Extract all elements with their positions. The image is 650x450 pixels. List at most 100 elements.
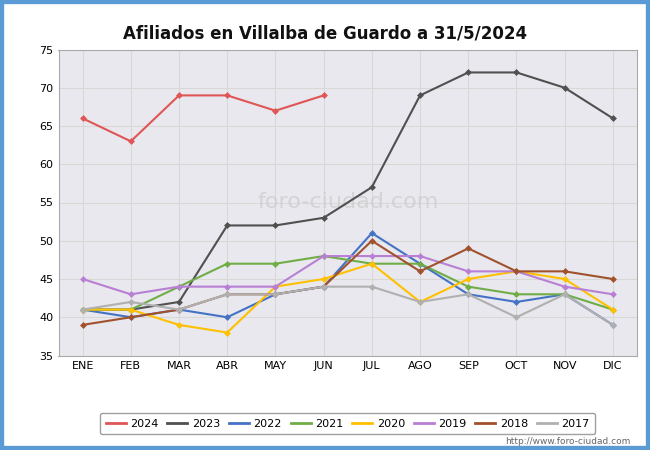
2021 bbox=[320, 253, 328, 259]
Line: 2024: 2024 bbox=[80, 93, 326, 144]
2021 bbox=[513, 292, 521, 297]
2023 bbox=[368, 184, 376, 190]
2019 bbox=[368, 253, 376, 259]
2017 bbox=[272, 292, 280, 297]
2018 bbox=[464, 246, 472, 251]
Text: Afiliados en Villalba de Guardo a 31/5/2024: Afiliados en Villalba de Guardo a 31/5/2… bbox=[123, 25, 527, 43]
2020 bbox=[224, 330, 231, 335]
2018 bbox=[320, 284, 328, 289]
2020 bbox=[79, 307, 86, 312]
2024 bbox=[224, 93, 231, 98]
2021 bbox=[416, 261, 424, 266]
2020 bbox=[513, 269, 521, 274]
2017 bbox=[561, 292, 569, 297]
2019 bbox=[561, 284, 569, 289]
2017 bbox=[368, 284, 376, 289]
2018 bbox=[272, 292, 280, 297]
2021 bbox=[609, 307, 617, 312]
2018 bbox=[127, 315, 135, 320]
2019 bbox=[127, 292, 135, 297]
2022 bbox=[175, 307, 183, 312]
2019 bbox=[416, 253, 424, 259]
2018 bbox=[561, 269, 569, 274]
2021 bbox=[272, 261, 280, 266]
2022 bbox=[320, 284, 328, 289]
2022 bbox=[127, 315, 135, 320]
2019 bbox=[79, 276, 86, 282]
Line: 2023: 2023 bbox=[80, 70, 616, 312]
2018 bbox=[175, 307, 183, 312]
Line: 2017: 2017 bbox=[80, 284, 616, 327]
2017 bbox=[175, 307, 183, 312]
2019 bbox=[272, 284, 280, 289]
2022 bbox=[416, 261, 424, 266]
2024 bbox=[320, 93, 328, 98]
2017 bbox=[224, 292, 231, 297]
2021 bbox=[127, 307, 135, 312]
Line: 2018: 2018 bbox=[80, 238, 616, 327]
2023 bbox=[513, 70, 521, 75]
2018 bbox=[368, 238, 376, 243]
Legend: 2024, 2023, 2022, 2021, 2020, 2019, 2018, 2017: 2024, 2023, 2022, 2021, 2020, 2019, 2018… bbox=[100, 413, 595, 434]
2022 bbox=[464, 292, 472, 297]
2023 bbox=[127, 307, 135, 312]
2019 bbox=[464, 269, 472, 274]
2020 bbox=[464, 276, 472, 282]
2018 bbox=[224, 292, 231, 297]
2021 bbox=[368, 261, 376, 266]
2017 bbox=[609, 322, 617, 328]
2023 bbox=[320, 215, 328, 220]
Text: foro-ciudad.com: foro-ciudad.com bbox=[257, 193, 439, 212]
2018 bbox=[416, 269, 424, 274]
2020 bbox=[272, 284, 280, 289]
2022 bbox=[368, 230, 376, 236]
2020 bbox=[320, 276, 328, 282]
2021 bbox=[175, 284, 183, 289]
Line: 2022: 2022 bbox=[80, 231, 616, 327]
2023 bbox=[175, 299, 183, 305]
2019 bbox=[513, 269, 521, 274]
2017 bbox=[79, 307, 86, 312]
2021 bbox=[464, 284, 472, 289]
2022 bbox=[79, 307, 86, 312]
2017 bbox=[513, 315, 521, 320]
2023 bbox=[561, 85, 569, 90]
2019 bbox=[175, 284, 183, 289]
Line: 2019: 2019 bbox=[80, 254, 616, 297]
2017 bbox=[464, 292, 472, 297]
2020 bbox=[416, 299, 424, 305]
2023 bbox=[464, 70, 472, 75]
2022 bbox=[561, 292, 569, 297]
2020 bbox=[561, 276, 569, 282]
2020 bbox=[609, 307, 617, 312]
2024 bbox=[272, 108, 280, 113]
2019 bbox=[320, 253, 328, 259]
2024 bbox=[127, 139, 135, 144]
2024 bbox=[175, 93, 183, 98]
2019 bbox=[224, 284, 231, 289]
2023 bbox=[272, 223, 280, 228]
2021 bbox=[561, 292, 569, 297]
2018 bbox=[609, 276, 617, 282]
Line: 2020: 2020 bbox=[80, 261, 616, 335]
2017 bbox=[320, 284, 328, 289]
2023 bbox=[224, 223, 231, 228]
2018 bbox=[79, 322, 86, 328]
2022 bbox=[272, 292, 280, 297]
2023 bbox=[79, 307, 86, 312]
Line: 2021: 2021 bbox=[80, 254, 616, 312]
2018 bbox=[513, 269, 521, 274]
2020 bbox=[368, 261, 376, 266]
Text: http://www.foro-ciudad.com: http://www.foro-ciudad.com bbox=[505, 436, 630, 446]
2022 bbox=[224, 315, 231, 320]
2021 bbox=[79, 307, 86, 312]
2020 bbox=[175, 322, 183, 328]
2022 bbox=[609, 322, 617, 328]
2017 bbox=[416, 299, 424, 305]
2023 bbox=[609, 116, 617, 121]
2019 bbox=[609, 292, 617, 297]
2024 bbox=[79, 116, 86, 121]
2020 bbox=[127, 307, 135, 312]
2021 bbox=[224, 261, 231, 266]
2017 bbox=[127, 299, 135, 305]
